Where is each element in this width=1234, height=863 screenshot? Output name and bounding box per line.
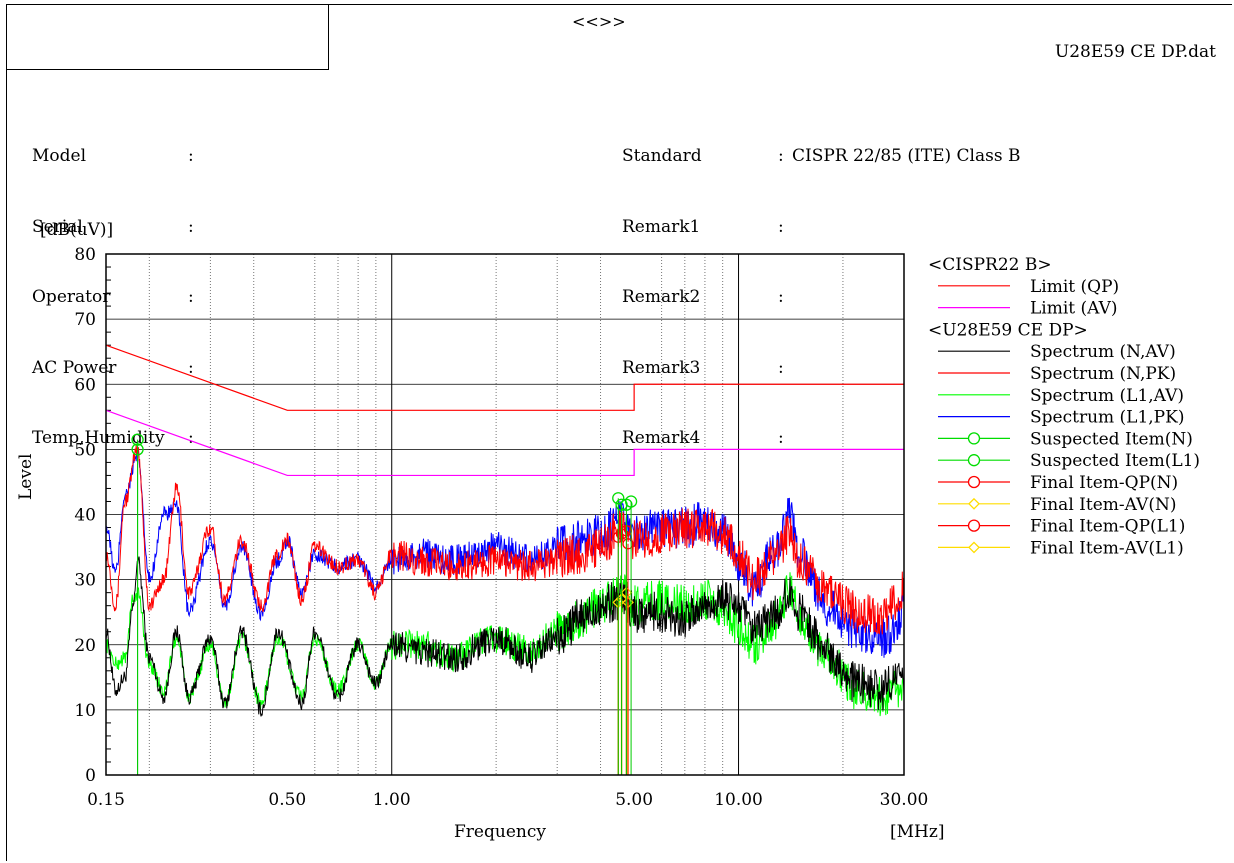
final-qp-marker (622, 538, 634, 550)
spectrum-line (105, 572, 905, 717)
legend-header: <CISPR22 B> (928, 255, 1052, 275)
x-axis-unit: [MHz] (890, 822, 945, 842)
legend-entry-label: Limit (QP) (1030, 277, 1119, 297)
data-filename: U28E59 CE DP.dat (1054, 42, 1216, 62)
legend-circle-marker (967, 475, 981, 489)
x-tick-label: 0.15 (87, 790, 125, 810)
legend-diamond-marker (968, 541, 980, 554)
limit-lines (105, 344, 904, 477)
legend-header: <U28E59 CE DP> (928, 320, 1088, 340)
x-tick-label: 30.00 (880, 790, 929, 810)
x-tick-label: 1.00 (373, 790, 411, 810)
suspected-marker (624, 495, 638, 508)
spectrum-line (105, 444, 905, 635)
plot-border (105, 253, 905, 776)
suspected-marker (612, 492, 625, 505)
legend-circle-marker (967, 454, 981, 467)
y-tick-label: 70 (74, 310, 96, 330)
info-row-standard: Standard: CISPR 22/85 (ITE) Class B (622, 146, 1021, 166)
info-left: Model: Serial: Operator: AC Power: Temp,… (32, 98, 202, 474)
tick-labels: 0 10 20 30 40 50 60 70 80 0.15 0.50 1.00 5.00 10.00 30… (74, 245, 928, 810)
x-tick-label: 5.00 (615, 790, 653, 810)
spectrum-line (105, 556, 905, 717)
y-tick-label: 50 (74, 440, 96, 460)
suspected-marker (131, 433, 144, 446)
legend-entry-label: Spectrum (N,PK) (1030, 364, 1176, 384)
y-tick-label: 20 (74, 636, 96, 656)
info-row-remark1: Remark1: (622, 216, 784, 237)
y-axis-unit: [dB(uV)] (40, 220, 114, 240)
info-row-serial: Serial: (32, 216, 194, 237)
legend: <CISPR22 B>Limit (QP)Limit (AV)<U28E59 C… (928, 255, 1200, 558)
logo-box (6, 4, 329, 70)
y-tick-label: 10 (74, 701, 96, 721)
legend-entry-label: Final Item-QP(L1) (1030, 517, 1185, 537)
y-tick-label: 0 (85, 766, 96, 786)
legend-circle-marker (967, 519, 981, 532)
report-frame (6, 4, 1232, 861)
grid-major (106, 254, 904, 775)
info-row-ac-power: AC Power: (32, 357, 194, 378)
y-tick-label: 80 (74, 245, 96, 265)
legend-entry-label: Final Item-AV(N) (1030, 495, 1176, 515)
y-tick-label: 60 (74, 375, 96, 395)
header-arrows: <<>> (572, 12, 626, 31)
spectrum-series (105, 444, 905, 717)
legend-diamond-marker (968, 497, 980, 510)
x-tick-label: 0.50 (268, 790, 306, 810)
legend-entry-label: Final Item-AV(L1) (1030, 538, 1184, 558)
info-row-temp-humidity: Temp,Humidity: (32, 428, 194, 448)
legend-entry-label: Spectrum (L1,AV) (1030, 386, 1184, 406)
limit-line (105, 344, 904, 411)
legend-entry-label: Spectrum (L1,PK) (1030, 408, 1184, 428)
legend-entry-label: Suspected Item(L1) (1030, 451, 1200, 471)
x-axis-label: Frequency (454, 822, 546, 842)
suspected-marker (131, 443, 144, 456)
legend-entry-label: Spectrum (N,AV) (1030, 342, 1176, 362)
item-markers (131, 433, 638, 775)
info-row-operator: Operator: (32, 287, 194, 307)
legend-entry-label: Suspected Item(N) (1030, 429, 1193, 449)
legend-circle-marker (967, 432, 981, 445)
y-tick-label: 40 (74, 506, 96, 526)
limit-line (105, 409, 904, 477)
legend-entry-label: Limit (AV) (1030, 299, 1118, 319)
x-tick-label: 10.00 (714, 790, 763, 810)
info-row-model: Model: (32, 146, 194, 166)
y-tick-label: 30 (74, 571, 96, 591)
legend-entry-label: Final Item-QP(N) (1030, 473, 1178, 493)
info-row-remark3: Remark3: (622, 357, 784, 378)
